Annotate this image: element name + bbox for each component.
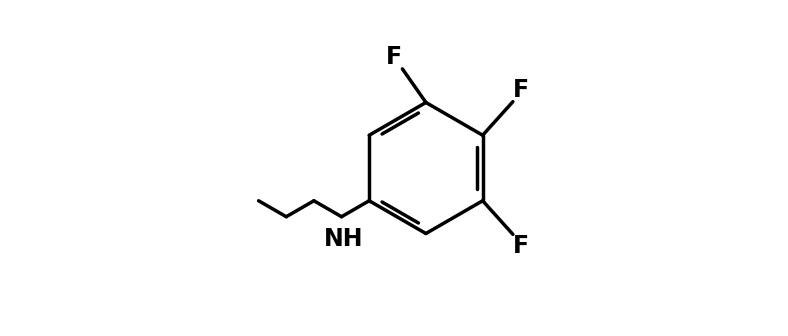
Text: F: F <box>513 235 529 258</box>
Text: NH: NH <box>323 227 363 251</box>
Text: F: F <box>513 78 529 101</box>
Text: F: F <box>386 45 403 69</box>
